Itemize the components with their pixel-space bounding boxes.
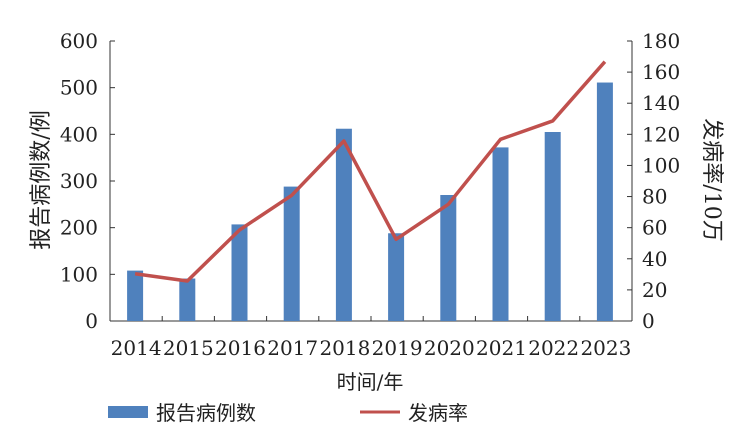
bar-2017 bbox=[283, 186, 300, 321]
y2-tick-label: 20 bbox=[642, 278, 667, 302]
bar-2022 bbox=[544, 132, 561, 321]
y2-tick-label: 100 bbox=[642, 153, 680, 177]
bar-2018 bbox=[335, 128, 352, 321]
x-tick-label: 2016 bbox=[215, 336, 266, 360]
y-tick-label: 500 bbox=[60, 76, 98, 100]
y-tick-label: 400 bbox=[60, 122, 98, 146]
legend-bar-swatch bbox=[108, 406, 148, 418]
y2-tick-label: 140 bbox=[642, 91, 680, 115]
x-tick-label: 2019 bbox=[372, 336, 423, 360]
legend-bar-label: 报告病例数 bbox=[156, 401, 256, 425]
x-tick-label: 2017 bbox=[267, 336, 318, 360]
y2-tick-label: 60 bbox=[642, 216, 667, 240]
y2-axis-title: 发病率/10万 bbox=[699, 118, 724, 241]
y-tick-label: 300 bbox=[60, 169, 98, 193]
y2-tick-label: 80 bbox=[642, 185, 667, 209]
x-tick-label: 2014 bbox=[111, 336, 162, 360]
y-axis-title: 报告病例数/例 bbox=[29, 110, 54, 249]
x-tick-label: 2021 bbox=[476, 336, 527, 360]
bar-2014 bbox=[127, 270, 144, 321]
legend: 报告病例数 发病率 bbox=[108, 401, 468, 425]
bar-2016 bbox=[231, 224, 248, 321]
x-tick-label: 2020 bbox=[424, 336, 475, 360]
y-tick-label: 600 bbox=[60, 29, 98, 53]
legend-line-label: 发病率 bbox=[408, 401, 468, 425]
y2-tick-label: 160 bbox=[642, 60, 680, 84]
x-tick-label: 2022 bbox=[528, 336, 579, 360]
y-tick-label: 200 bbox=[60, 216, 98, 240]
bar-2020 bbox=[440, 195, 457, 321]
y2-tick-label: 40 bbox=[642, 247, 667, 271]
incidence-line bbox=[134, 60, 607, 283]
y2-tick-label: 120 bbox=[642, 122, 680, 146]
y-tick-label: 0 bbox=[85, 309, 98, 333]
x-tick-label: 2018 bbox=[319, 336, 370, 360]
bar-2023 bbox=[596, 82, 613, 322]
x-axis-title: 时间/年 bbox=[337, 370, 404, 394]
x-tick-label: 2023 bbox=[580, 336, 631, 360]
y2-tick-label: 0 bbox=[642, 309, 655, 333]
bar-2015 bbox=[179, 278, 196, 321]
bar-2021 bbox=[492, 147, 509, 321]
y-tick-label: 100 bbox=[60, 262, 98, 286]
x-tick-label: 2015 bbox=[163, 336, 214, 360]
y2-tick-label: 180 bbox=[642, 29, 680, 53]
bar-2019 bbox=[388, 233, 405, 321]
